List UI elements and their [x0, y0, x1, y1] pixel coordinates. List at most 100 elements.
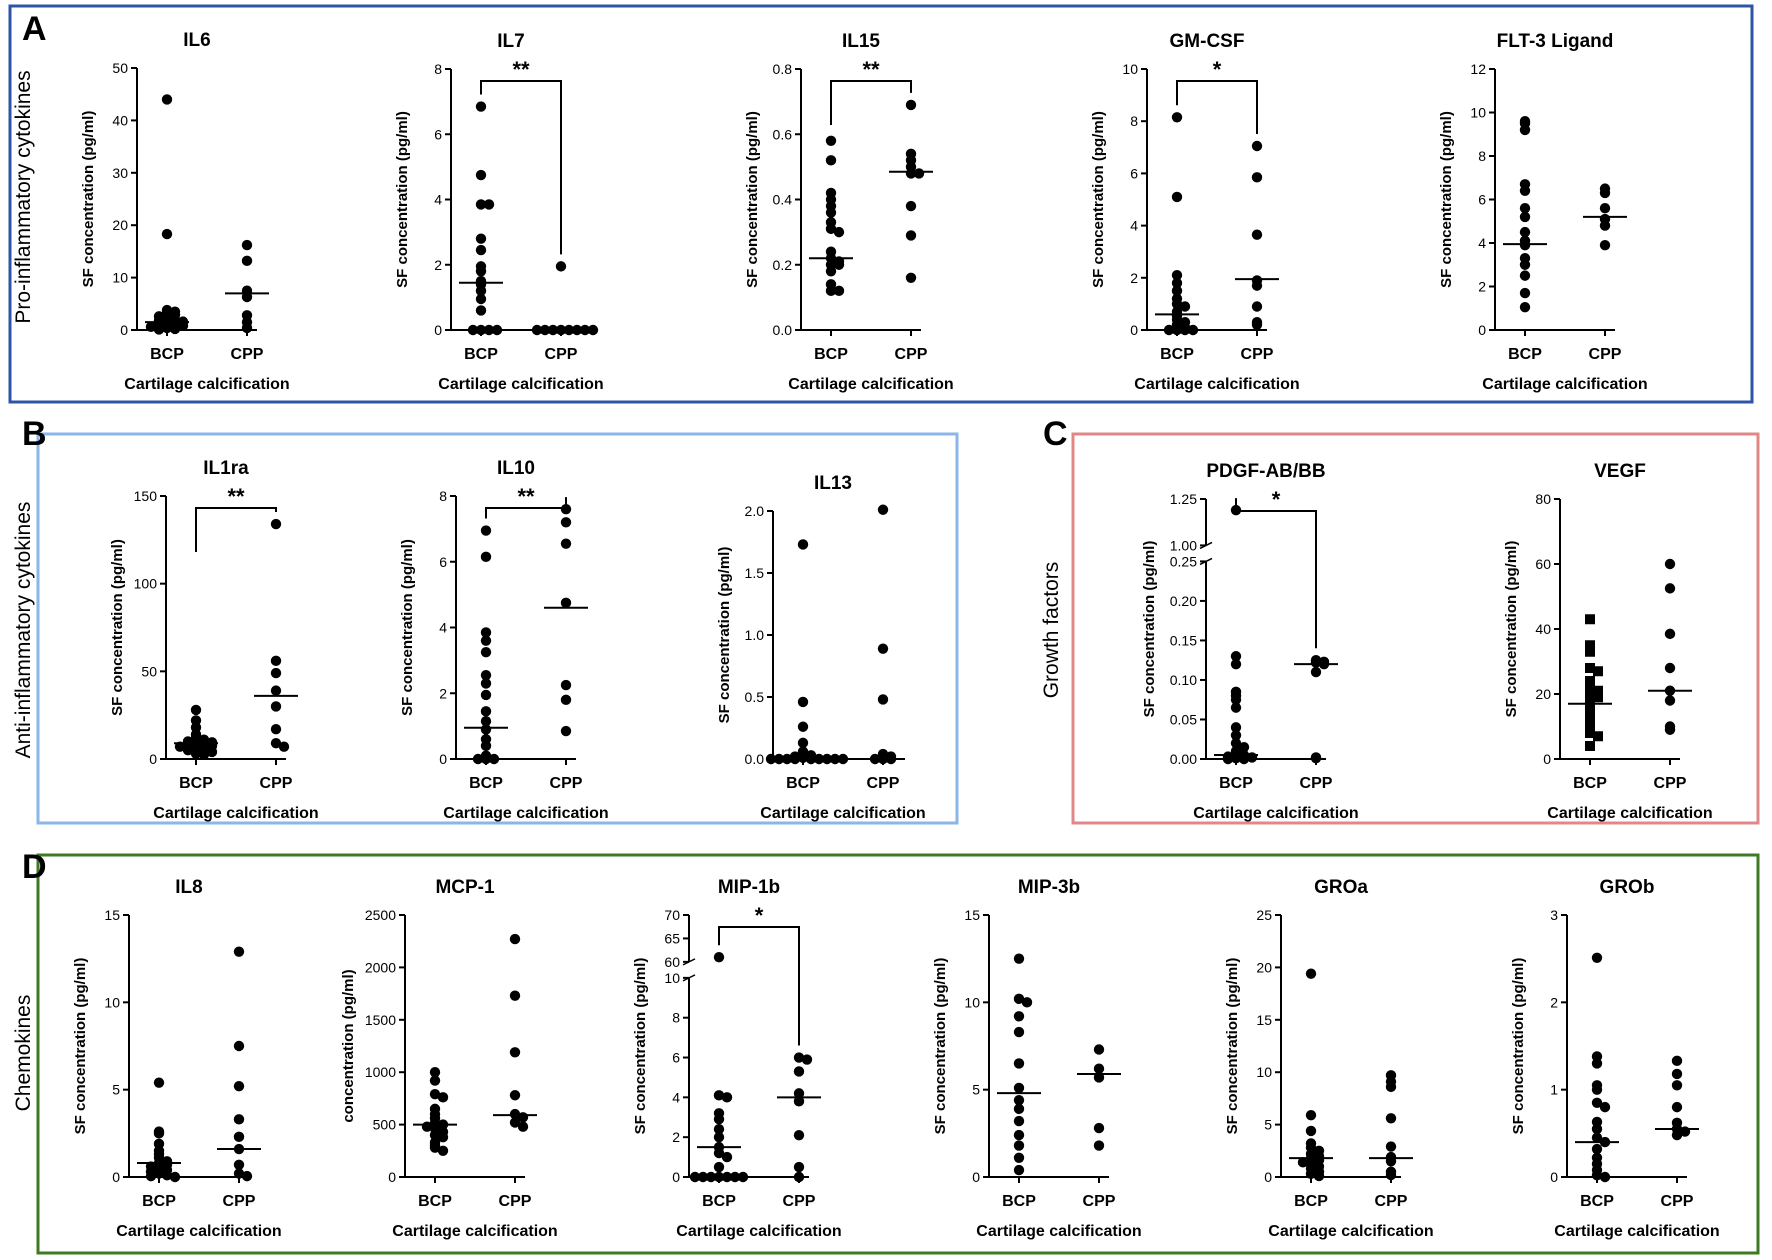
y-tick-label: 5 [972, 1082, 980, 1098]
y-tick-label: 0.05 [1170, 711, 1197, 727]
y-tick-label: 6 [1130, 165, 1138, 181]
y-tick-label: 30 [112, 165, 128, 181]
chart-pdgf-ab-bb: 0.00 0.05 0.10 0.15 0.20 0.251.00 1.25 PDGF-AB/… [1141, 461, 1359, 822]
y-tick-label: 10 [964, 994, 980, 1010]
y-tick-label: 1000 [365, 1064, 396, 1080]
panel-frame-c [1071, 432, 1760, 825]
data-point-bcp [480, 689, 492, 701]
data-point-bcp [480, 678, 492, 689]
data-point-bcp [829, 753, 841, 765]
data-point-bcp [475, 169, 487, 181]
data-point-bcp [1519, 185, 1531, 196]
y-tick-label: 4 [1130, 218, 1138, 234]
chart-il6: 0 10 20 30 40 50 IL6 SF concentration (pg/ml) BC… [80, 30, 290, 393]
x-tick-label: BCP [179, 775, 213, 792]
y-axis-label: SF concentration (pg/ml) [1141, 541, 1158, 718]
y-tick-label: 15 [104, 907, 120, 923]
significance-bracket [195, 507, 277, 552]
data-point-bcp [1599, 1101, 1611, 1113]
significance-bracket [830, 80, 912, 125]
y-tick-label: 6 [672, 1050, 680, 1066]
y-tick-label: 0.10 [1170, 672, 1197, 688]
data-point-bcp [480, 627, 492, 638]
data-point-bcp [483, 324, 495, 336]
x-tick-label: BCP [786, 775, 820, 792]
data-point-cpp [1664, 662, 1676, 674]
data-point-cpp [560, 503, 572, 515]
data-point-cpp [1251, 229, 1263, 240]
x-tick-label: CPP [1375, 1193, 1408, 1210]
data-point-cpp [1251, 140, 1263, 152]
data-point-bcp [797, 737, 809, 749]
data-point-cpp [793, 1129, 805, 1141]
data-point-cpp [793, 1171, 805, 1183]
panel-letter-a: A [22, 10, 47, 48]
data-point-cpp [1093, 1063, 1105, 1074]
chart-title: MIP-3b [1018, 877, 1080, 898]
data-point-bcp [1171, 191, 1183, 203]
data-point-bcp [475, 199, 487, 210]
significance-bracket [1235, 498, 1317, 649]
y-tick-label: 6 [1478, 192, 1486, 208]
y-axis-label: SF concentration (pg/ml) [744, 111, 761, 288]
y-tick-label: 40 [112, 112, 128, 128]
data-point-bcp [1230, 658, 1242, 670]
y-axis-label: SF concentration (pg/ml) [632, 958, 649, 1135]
y-tick-label: 1.0 [745, 627, 765, 643]
data-point-cpp [233, 1080, 245, 1092]
x-tick-label: BCP [1573, 775, 1607, 792]
y-axis-label: SF concentration (pg/ml) [932, 958, 949, 1135]
data-point-bcp [1585, 728, 1595, 738]
data-point-cpp [233, 1168, 245, 1179]
data-point-bcp [825, 135, 837, 146]
data-point-bcp [182, 745, 194, 756]
data-point-bcp [1222, 753, 1234, 765]
data-point-bcp [1013, 1129, 1025, 1141]
data-point-cpp [560, 538, 572, 549]
y-tick-label: 25 [1256, 907, 1272, 923]
data-point-bcp [480, 551, 492, 563]
data-point-cpp [241, 239, 253, 251]
data-point-bcp [1591, 1058, 1603, 1069]
data-point-bcp [153, 1168, 165, 1179]
data-point-bcp [480, 646, 492, 658]
data-point-cpp [560, 517, 572, 528]
y-tick-label: 65 [664, 930, 680, 946]
x-tick-label: CPP [550, 775, 583, 792]
y-tick-label: 1500 [365, 1012, 396, 1028]
data-point-bcp [1585, 614, 1595, 625]
data-point-bcp [1230, 694, 1242, 705]
x-tick-label: CPP [1654, 775, 1687, 792]
data-point-bcp [721, 1092, 733, 1103]
y-axis-label: SF concentration (pg/ml) [394, 111, 411, 288]
y-tick-label: 0 [434, 322, 442, 338]
significance-label: * [755, 903, 764, 928]
data-point-bcp [1585, 663, 1595, 673]
y-tick-label: 1.5 [745, 565, 765, 581]
data-point-bcp [161, 228, 173, 240]
data-point-bcp [1171, 112, 1183, 123]
y-tick-label: 10 [104, 994, 120, 1010]
data-point-cpp [1664, 695, 1676, 706]
data-point-bcp [737, 1171, 749, 1183]
data-point-bcp [1519, 270, 1531, 281]
chart-title: IL13 [814, 473, 852, 494]
data-point-cpp [270, 667, 282, 679]
y-tick-label: 0.2 [773, 257, 793, 273]
panel-side-label-d: Chemokines [12, 995, 35, 1112]
significance-bracket [718, 926, 800, 1046]
data-point-bcp [1171, 324, 1183, 336]
y-axis-label: SF concentration (pg/ml) [716, 547, 733, 724]
data-point-bcp [475, 293, 487, 305]
data-point-bcp [161, 94, 173, 105]
data-point-bcp [475, 324, 487, 336]
panel-frame-a [8, 4, 1754, 404]
y-tick-label: 0 [1550, 1169, 1558, 1185]
chart-title: IL15 [842, 31, 880, 52]
significance-label: ** [517, 484, 535, 509]
x-axis-label: Cartilage calcification [1134, 376, 1299, 393]
chart-mcp-1: 0 500 1000 1500 2000 2500 MCP-1 concentration (… [340, 877, 558, 1240]
y-tick-label: 0 [388, 1169, 396, 1185]
x-tick-label: BCP [1160, 346, 1194, 363]
